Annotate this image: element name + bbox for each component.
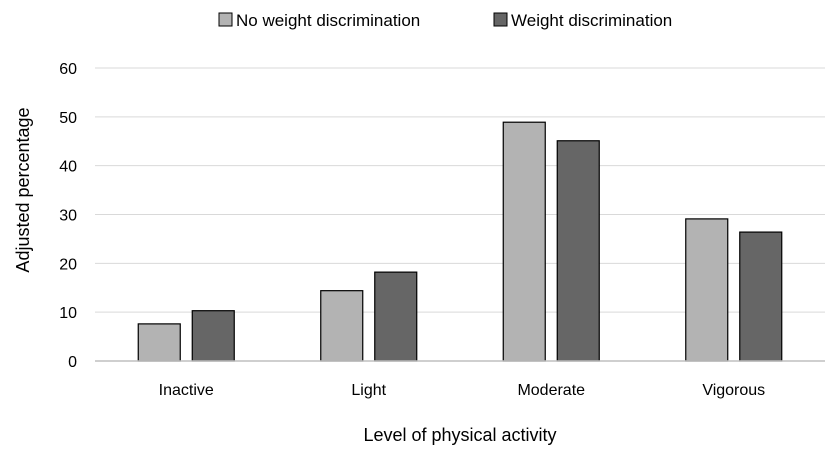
bar-vigorous-no-weight-discrimination — [685, 218, 729, 362]
legend-label-weight-discrimination: Weight discrimination — [511, 11, 672, 30]
bar-light-weight-discrimination — [374, 271, 418, 362]
y-tick-label: 30 — [59, 208, 77, 225]
legend-swatch-no-weight-discrimination — [218, 12, 233, 27]
legend-swatch-weight-discrimination — [493, 12, 508, 27]
bar-inactive-weight-discrimination — [191, 310, 235, 362]
bars — [137, 121, 783, 362]
bar-inactive-no-weight-discrimination — [137, 323, 181, 362]
x-tick-label-light: Light — [351, 382, 386, 399]
y-tick-label: 10 — [59, 305, 77, 322]
bar-moderate-no-weight-discrimination — [502, 121, 546, 362]
y-tick-label: 20 — [59, 256, 77, 273]
x-tick-label-moderate: Moderate — [517, 382, 585, 399]
legend-label-no-weight-discrimination: No weight discrimination — [236, 11, 420, 30]
y-tick-label: 0 — [68, 354, 77, 371]
bar-moderate-weight-discrimination — [556, 140, 600, 362]
bar-light-no-weight-discrimination — [320, 290, 364, 362]
y-tick-labels: 0 10 20 30 40 50 60 — [59, 61, 77, 371]
y-tick-label: 50 — [59, 110, 77, 127]
x-tick-labels: Inactive Light Moderate Vigorous — [159, 382, 766, 399]
bar-vigorous-weight-discrimination — [739, 231, 783, 362]
x-tick-label-vigorous: Vigorous — [702, 382, 765, 399]
x-tick-label-inactive: Inactive — [159, 382, 214, 399]
y-axis-title: Adjusted percentage — [13, 107, 33, 272]
y-tick-label: 60 — [59, 61, 77, 78]
legend: No weight discrimination Weight discrimi… — [218, 11, 672, 30]
y-tick-label: 40 — [59, 159, 77, 176]
x-axis-title: Level of physical activity — [363, 425, 556, 445]
